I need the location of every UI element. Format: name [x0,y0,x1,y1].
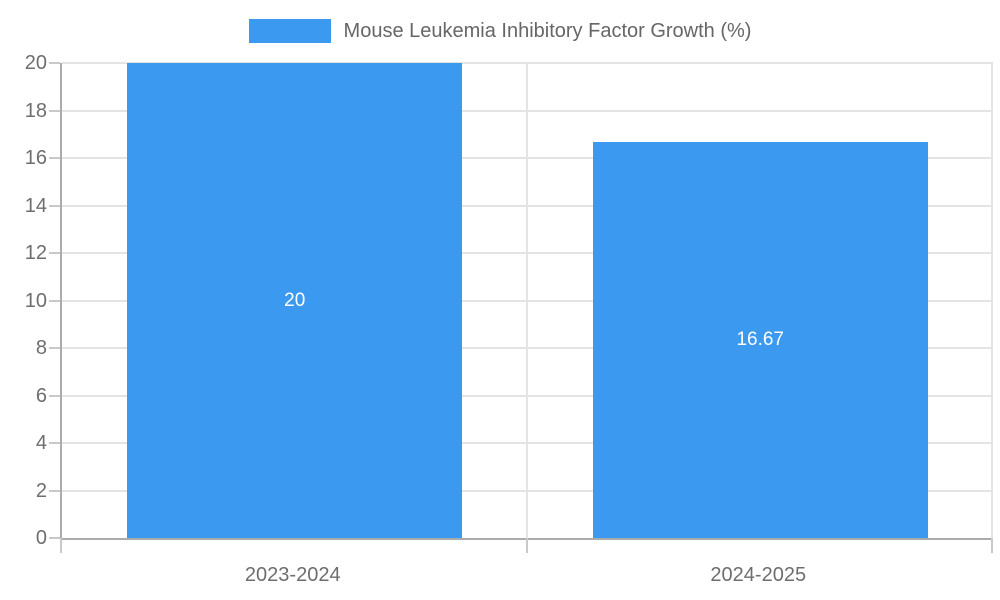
y-tick-label: 10 [24,289,47,312]
bar-value-label: 16.67 [736,329,784,351]
x-tick-label: 2023-2024 [244,564,341,586]
y-gridline [62,109,993,112]
y-gridline [62,204,993,207]
y-tick-label: 18 [24,99,47,122]
legend-item[interactable]: Mouse Leukemia Inhibitory Factor Growth … [248,19,752,43]
y-tick-mark [49,252,60,254]
y-tick-label: 6 [35,384,47,407]
plot-area: 20 16.67 [49,62,993,553]
y-tick-mark [49,442,60,444]
bar[interactable]: 20 [127,63,463,538]
bar[interactable]: 16.67 [592,142,928,538]
y-gridline [62,394,993,397]
y-tick-label: 14 [24,194,47,217]
y-tick-label: 0 [35,527,47,549]
legend-label: Mouse Leukemia Inhibitory Factor Growth … [343,19,752,42]
x-tick-mark [60,538,62,553]
y-gridline [62,347,993,349]
y-tick-mark [49,62,60,64]
y-tick-mark [49,299,60,302]
y-tick-mark [49,347,60,349]
y-gridline [62,299,993,302]
y-tick-mark [49,157,60,159]
y-gridline [62,252,993,254]
bar-value-label: 20 [284,289,306,311]
y-tick-mark [49,109,60,112]
x-axis-labels: 2023-2024 2024-2025 [60,563,993,589]
y-tick-mark [49,537,60,539]
y-gridline [62,489,993,492]
y-tick-mark [49,394,60,397]
y-tick-label: 16 [24,147,47,169]
legend-swatch-icon [248,19,331,43]
y-tick-label: 12 [24,242,47,264]
category-boundary-gridline [991,63,993,538]
y-tick-mark [49,204,60,207]
y-gridline [62,62,993,64]
y-tick-label: 4 [35,432,47,454]
y-gridline [62,442,993,444]
y-gridline [62,157,993,159]
y-tick-label: 2 [35,479,47,502]
x-tick-mark [991,538,993,553]
y-axis-labels: 0 2 4 6 8 10 12 14 16 18 20 [0,52,47,549]
x-tick-label: 2024-2025 [710,564,807,586]
y-tick-label: 8 [35,337,47,359]
y-tick-label: 20 [24,52,47,74]
legend: Mouse Leukemia Inhibitory Factor Growth … [0,19,1000,43]
category-boundary-gridline [525,63,528,538]
y-tick-mark [49,489,60,492]
x-tick-mark [525,538,528,553]
